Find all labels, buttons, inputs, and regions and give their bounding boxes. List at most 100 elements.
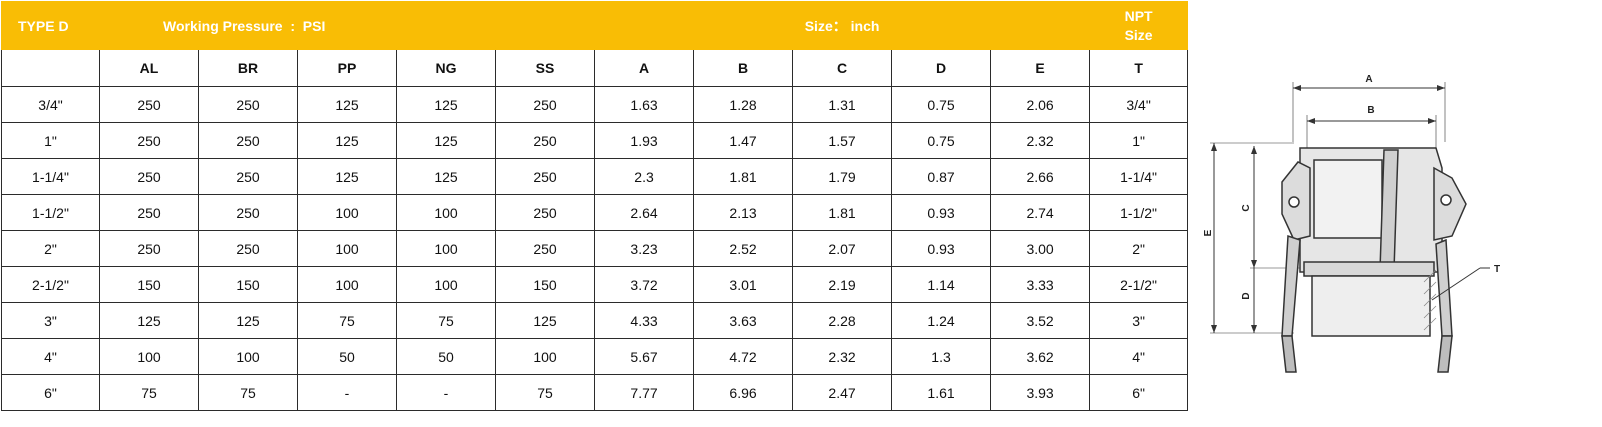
table-cell: 250	[198, 158, 298, 195]
row-size-cell: 1"	[1, 122, 100, 159]
table-cell: 125	[198, 302, 298, 339]
table-cell: 2.47	[792, 374, 893, 411]
table-cell: 1.79	[792, 158, 893, 195]
arrowhead-a-right	[1437, 85, 1445, 91]
table-cell: 0.75	[891, 86, 992, 123]
table-cell: 4.33	[594, 302, 695, 339]
table-cell: 250	[494, 158, 596, 195]
table-cell: 2.52	[693, 230, 794, 267]
table-cell: -	[297, 374, 397, 411]
table-cell: 1.28	[693, 86, 794, 123]
table-cell: 2.28	[792, 302, 893, 339]
hatch-line	[1423, 269, 1437, 283]
table-cell: 75	[99, 374, 199, 411]
row-size-cell: 3/4"	[1, 86, 100, 123]
column-header: E	[990, 49, 1091, 87]
table-row: 1-1/4" 250 250 125 125 250 2.3 1.81 1.79 0.87 2.66…	[1, 158, 1189, 195]
table-cell: 3.63	[693, 302, 794, 339]
size-header: Size： inch	[594, 1, 1091, 50]
table-cell: 3.33	[990, 266, 1091, 303]
table-cell: 3.23	[594, 230, 695, 267]
table-cell: 6"	[1089, 374, 1189, 411]
table-cell: 2.32	[792, 338, 893, 375]
row-size-cell: 2"	[1, 230, 100, 267]
table-cell: 2.13	[693, 194, 794, 231]
type-label: TYPE D	[1, 1, 100, 50]
column-header	[1, 49, 100, 87]
table-cell: 250	[99, 194, 199, 231]
table-cell: 3/4"	[1089, 86, 1189, 123]
row-size-cell: 6"	[1, 374, 100, 411]
arrowhead-b-right	[1428, 118, 1436, 124]
table-cell: 125	[297, 86, 397, 123]
table-cell: 100	[297, 194, 397, 231]
dimension-label-b: B	[1367, 105, 1374, 116]
column-header: B	[693, 49, 794, 87]
table-row: 1" 250 250 125 125 250 1.93 1.47 1.57 0.75 2.32 1"	[1, 122, 1189, 159]
type-d-coupler-diagram: A B E C D T	[1203, 74, 1500, 373]
table-cell: 125	[396, 158, 496, 195]
table-cell: 6.96	[693, 374, 794, 411]
table-cell: 75	[396, 302, 496, 339]
male-thread-section	[1311, 275, 1431, 337]
column-header: AL	[99, 49, 199, 87]
column-header: D	[891, 49, 992, 87]
dimension-label-d: D	[1241, 292, 1252, 299]
row-size-cell: 3"	[1, 302, 100, 339]
table-cell: 0.87	[891, 158, 992, 195]
arrowhead-b-left	[1307, 118, 1315, 124]
table-cell: 100	[297, 266, 397, 303]
table-cell: -	[396, 374, 496, 411]
table-cell: 125	[396, 122, 496, 159]
table-cell: 1.63	[594, 86, 695, 123]
table-cell: 75	[297, 302, 397, 339]
column-header: A	[594, 49, 695, 87]
table-cell: 2.07	[792, 230, 893, 267]
table-cell: 250	[99, 158, 199, 195]
table-cell: 150	[494, 266, 596, 303]
dimension-label-t: T	[1494, 264, 1500, 275]
table-cell: 50	[297, 338, 397, 375]
column-header: PP	[297, 49, 397, 87]
table-cell: 2-1/2"	[1089, 266, 1189, 303]
spec-table: TYPE D Working Pressure : PSI Size： inch…	[1, 1, 1189, 411]
row-size-cell: 1-1/4"	[1, 158, 100, 195]
dimension-label-a: A	[1365, 74, 1372, 85]
column-header: BR	[198, 49, 298, 87]
arrowhead-e-bottom	[1211, 325, 1217, 333]
arrowhead-c-bottom	[1251, 260, 1257, 268]
hatch-line	[1423, 281, 1437, 295]
table-row: 3" 125 125 75 75 125 4.33 3.63 2.28 1.24 3.52 3"	[1, 302, 1189, 339]
table-cell: 1.3	[891, 338, 992, 375]
table-cell: 3.01	[693, 266, 794, 303]
row-size-cell: 4"	[1, 338, 100, 375]
coupler-dimension-drawing: A B E C D T	[1190, 0, 1600, 422]
column-header: C	[792, 49, 893, 87]
cam-arm	[1379, 149, 1399, 271]
table-cell: 150	[99, 266, 199, 303]
table-cell: 7.77	[594, 374, 695, 411]
table-cell: 250	[99, 122, 199, 159]
table-row: 1-1/2" 250 250 100 100 250 2.64 2.13 1.81 0.93 2.7…	[1, 194, 1189, 231]
left-pin-hole	[1288, 196, 1300, 208]
socket-window	[1313, 159, 1383, 239]
table-cell: 1-1/2"	[1089, 194, 1189, 231]
table-row: 6" 75 75- -75 7.77 6.96 2.47 1.61 3.93 6"	[1, 374, 1189, 411]
table-cell: 100	[198, 338, 298, 375]
table-cell: 0.93	[891, 194, 992, 231]
table-cell: 125	[494, 302, 596, 339]
table-cell: 1"	[1089, 122, 1189, 159]
dimension-label-c: C	[1241, 204, 1252, 211]
table-cell: 250	[494, 230, 596, 267]
right-handle-grip	[1437, 335, 1453, 373]
leader-line-t	[1431, 267, 1481, 301]
table-cell: 0.93	[891, 230, 992, 267]
coupler-body	[1281, 147, 1467, 373]
npt-size-header: NPT Size	[1089, 1, 1189, 50]
table-row: 2-1/2" 150 150 100 100 150 3.72 3.01 2.19 1.14 3.3…	[1, 266, 1189, 303]
table-cell: 150	[198, 266, 298, 303]
table-cell: 1.31	[792, 86, 893, 123]
table-cell: 1.14	[891, 266, 992, 303]
table-cell: 5.67	[594, 338, 695, 375]
pressure-header-text: Working Pressure : PSI	[163, 17, 326, 34]
